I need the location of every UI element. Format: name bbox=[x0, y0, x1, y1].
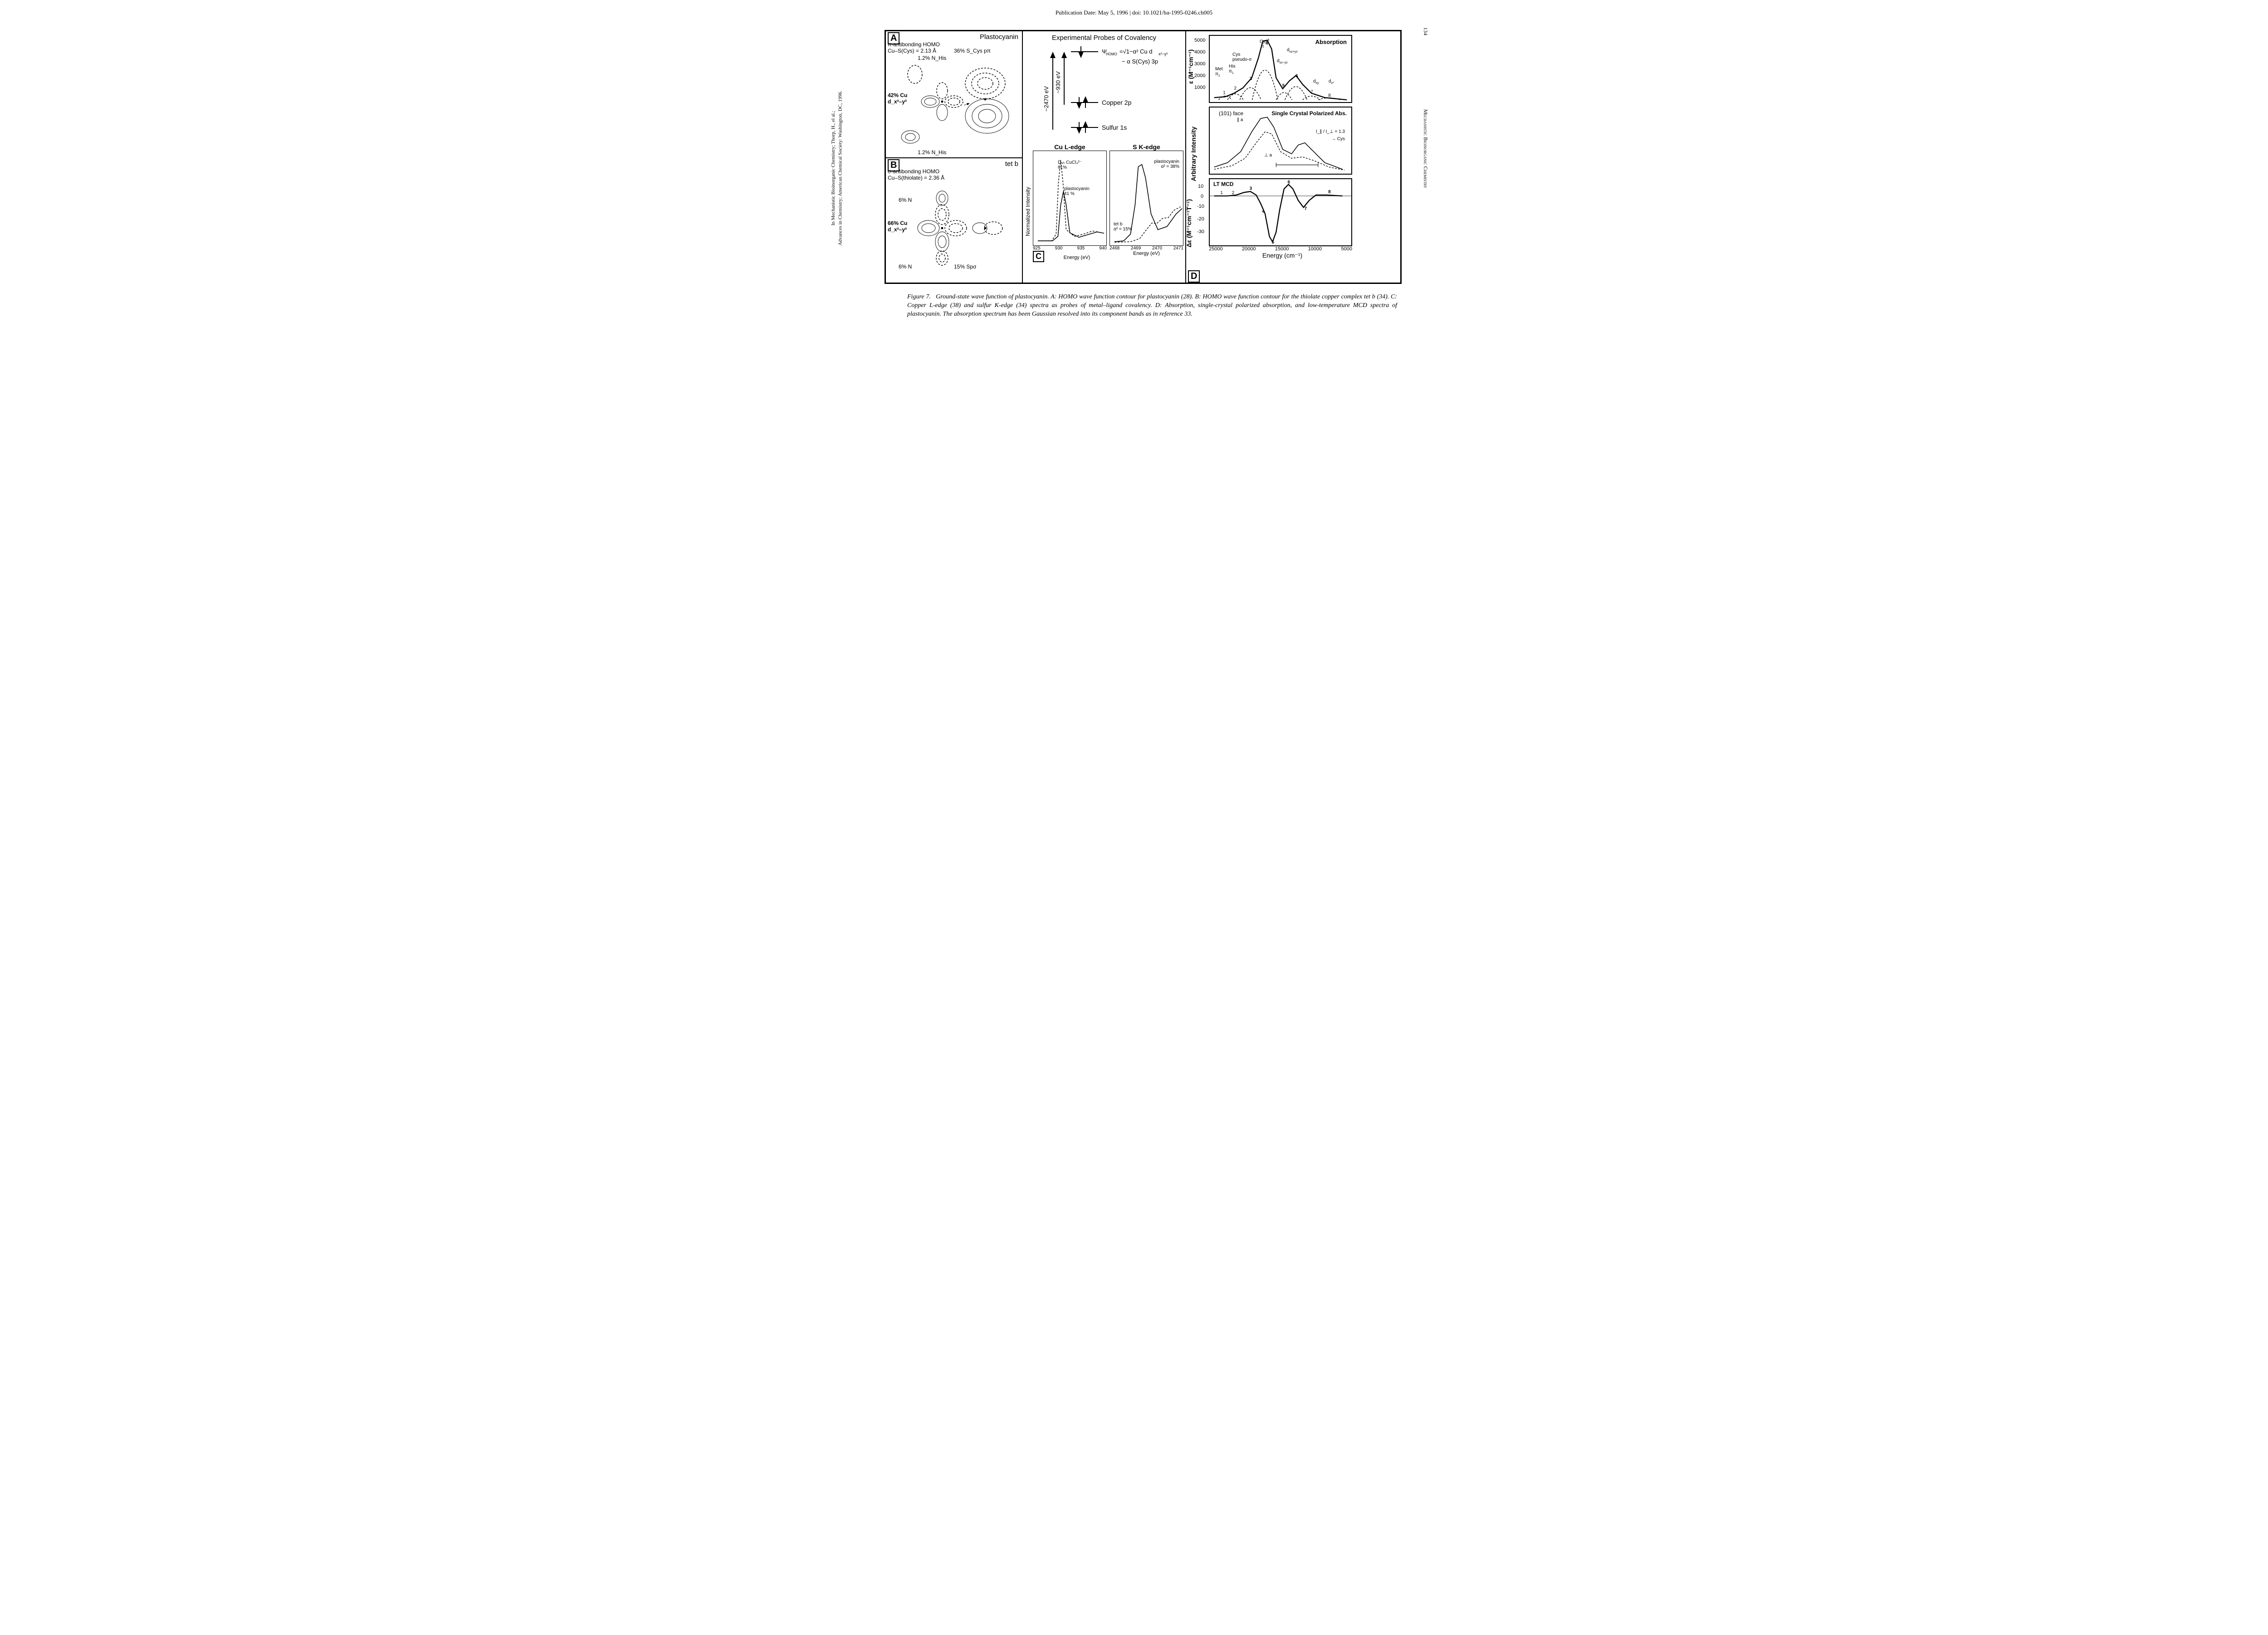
cu2p-label: Copper 2p bbox=[1102, 99, 1132, 106]
s-kedge-plot: plastocyanin α² = 38% tet b α² = 15% bbox=[1110, 151, 1183, 246]
panel-b-line2: Cu–S(thiolate) = 2.36 Å bbox=[888, 175, 944, 181]
svg-text:1: 1 bbox=[1223, 90, 1225, 95]
figure-frame: A Plastocyanin π-antibonding HOMO Cu–S(C… bbox=[885, 30, 1402, 284]
mcd-title: LT MCD bbox=[1213, 181, 1233, 187]
svg-text:x²−y²: x²−y² bbox=[1158, 52, 1168, 56]
panel-a-contour-svg bbox=[888, 56, 1019, 154]
nhis-lobe-bot bbox=[901, 131, 919, 143]
svg-text:7: 7 bbox=[1310, 90, 1313, 95]
svg-text:2: 2 bbox=[1232, 190, 1234, 195]
svg-text:3: 3 bbox=[1250, 76, 1252, 81]
panel-d: ε (M⁻¹cm⁻¹) Arbitrary Intensity Δε (M⁻¹c… bbox=[1186, 31, 1358, 283]
col-c: Experimental Probes of Covalency Ψ HOMO … bbox=[1022, 31, 1185, 283]
svg-text:6: 6 bbox=[1295, 74, 1298, 79]
s-pi-lobes bbox=[965, 68, 1009, 133]
margin-right: 134 Mechanistic Bioinorganic Chemistry bbox=[1422, 27, 1429, 188]
publication-header: Publication Date: May 5, 1996 | doi: 10.… bbox=[844, 9, 1424, 16]
pol-title: Single Crystal Polarized Abs. bbox=[1271, 110, 1347, 117]
svg-text:7: 7 bbox=[1305, 206, 1307, 211]
svg-text:1: 1 bbox=[1220, 190, 1222, 195]
nhis-lobe-top bbox=[908, 65, 922, 83]
s-edge-title: S K-edge bbox=[1110, 143, 1183, 151]
pub-line: Publication Date: May 5, 1996 | doi: 10.… bbox=[1056, 9, 1212, 16]
panel-d-label: D bbox=[1188, 270, 1200, 283]
svg-text:5: 5 bbox=[1282, 83, 1285, 88]
absorption-plot: 1 2 3 4 5 6 7 8 Absorption Cys4 π Cyspse… bbox=[1209, 35, 1352, 103]
cu-ledge-plot: D₄ₕ CuCl₄²⁻ 61% plastocyanin 41 % bbox=[1033, 151, 1107, 246]
cu-edge-ylabel: Normalized Intensity bbox=[1025, 187, 1031, 236]
margin-left-line2: Advances in Chemistry; American Chemical… bbox=[837, 91, 843, 245]
chapter-title: Mechanistic Bioinorganic Chemistry bbox=[1422, 109, 1429, 188]
panel-b-line1: σ-antibonding HOMO bbox=[888, 168, 939, 175]
page-number: 134 bbox=[1422, 27, 1429, 35]
panel-a-title: Plastocyanin bbox=[980, 33, 1018, 41]
svg-text:=√1−α² Cu d: =√1−α² Cu d bbox=[1119, 48, 1152, 55]
s-edge-xlabel: Energy (eV) bbox=[1110, 251, 1183, 256]
pol-ylabel: Arbitrary Intensity bbox=[1190, 127, 1197, 181]
caption-text: Ground-state wave function of plastocyan… bbox=[907, 293, 1397, 317]
svg-text:5: 5 bbox=[1272, 240, 1275, 245]
col-ab: A Plastocyanin π-antibonding HOMO Cu–S(C… bbox=[886, 31, 1022, 283]
panel-b: B tet b σ-antibonding HOMO Cu–S(thiolate… bbox=[886, 158, 1022, 283]
svg-text:2: 2 bbox=[1234, 86, 1237, 91]
arrow-930: ~930 eV bbox=[1055, 71, 1061, 93]
svg-text:4: 4 bbox=[1262, 209, 1265, 214]
panel-b-contour-svg bbox=[888, 183, 1019, 278]
panel-a-scys: 36% S_Cys pπ bbox=[954, 48, 991, 54]
svg-text:8: 8 bbox=[1328, 190, 1331, 195]
panel-a: A Plastocyanin π-antibonding HOMO Cu–S(C… bbox=[886, 31, 1022, 158]
d-xlabel: Energy (cm⁻¹) bbox=[1209, 252, 1356, 259]
panel-c-label: C bbox=[1033, 251, 1044, 262]
energy-level-diagram: Ψ HOMO =√1−α² Cu d x²−y² − α S(Cys) 3p C… bbox=[1026, 44, 1183, 143]
svg-text:3: 3 bbox=[1250, 186, 1252, 191]
arrow-2470: ~2470 eV bbox=[1043, 86, 1050, 112]
margin-left-citation: In Mechanistic Bioinorganic Chemistry; T… bbox=[830, 91, 844, 245]
cu-edge-xlabel: Energy (eV) bbox=[1047, 255, 1107, 260]
svg-text:6: 6 bbox=[1288, 180, 1290, 185]
polarized-plot: (101) face Single Crystal Polarized Abs.… bbox=[1209, 107, 1352, 175]
s1s-label: Sulfur 1s bbox=[1102, 124, 1127, 131]
panel-a-line2: Cu–S(Cys) = 2.13 Å bbox=[888, 48, 936, 54]
svg-text:8: 8 bbox=[1328, 93, 1330, 98]
svg-text:HOMO: HOMO bbox=[1106, 52, 1117, 56]
caption-fignum: Figure 7. bbox=[907, 293, 931, 300]
mcd-plot: 1 2 3 4 5 6 7 8 LT MCD 10 0 -10 -20 -30 bbox=[1209, 178, 1352, 246]
panel-b-title: tet b bbox=[1005, 160, 1018, 168]
panel-a-line1: π-antibonding HOMO bbox=[888, 41, 940, 48]
panel-c-top: Experimental Probes of Covalency Ψ HOMO … bbox=[1023, 31, 1185, 143]
abs-ylabel: ε (M⁻¹cm⁻¹) bbox=[1187, 49, 1194, 84]
col-d: ε (M⁻¹cm⁻¹) Arbitrary Intensity Δε (M⁻¹c… bbox=[1185, 31, 1358, 283]
panel-c-title: Experimental Probes of Covalency bbox=[1026, 34, 1183, 42]
svg-text:− α S(Cys) 3p: − α S(Cys) 3p bbox=[1122, 58, 1158, 65]
figure-caption: Figure 7. Ground-state wave function of … bbox=[907, 293, 1397, 319]
abs-title: Absorption bbox=[1315, 39, 1347, 45]
margin-left-line1: In Mechanistic Bioinorganic Chemistry; T… bbox=[831, 111, 836, 225]
cu-edge-title: Cu L-edge bbox=[1033, 143, 1107, 151]
mcd-ylabel: Δε (M⁻¹cm⁻¹T⁻¹) bbox=[1185, 199, 1193, 248]
